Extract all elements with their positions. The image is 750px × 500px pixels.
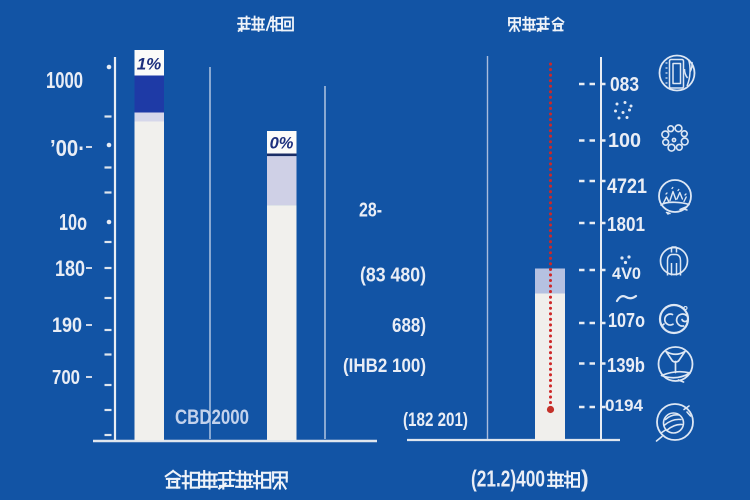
svg-text:190: 190 [52,314,82,337]
svg-text:083: 083 [610,74,639,96]
svg-text:688): 688) [392,315,426,337]
svg-text:10o: 10o [59,209,87,235]
svg-text:100: 100 [608,130,641,152]
svg-text:ʼ00·: ʼ00· [50,135,85,161]
svg-text:(21.2)400: (21.2)400 [471,466,545,492]
svg-text:1%: 1% [137,55,162,74]
svg-text:0%: 0% [270,135,294,153]
svg-text:CBD2000: CBD2000 [175,406,249,429]
svg-text:1801: 1801 [607,214,645,236]
svg-text:(182 201): (182 201) [403,410,468,431]
svg-text:139b: 139b [607,355,645,377]
svg-text:1000: 1000 [46,67,83,93]
svg-text:4V0: 4V0 [612,264,641,283]
svg-text:107o: 107o [608,310,645,332]
svg-text:28-: 28- [359,200,382,222]
svg-text:(IHB2 100): (IHB2 100) [343,356,426,377]
svg-text:(83 480): (83 480) [360,265,426,287]
svg-text:700: 700 [52,367,80,389]
svg-text:): ) [581,466,589,492]
svg-text:180: 180 [55,256,85,281]
svg-text:0194: 0194 [605,396,644,415]
svg-text:4721: 4721 [607,175,647,198]
